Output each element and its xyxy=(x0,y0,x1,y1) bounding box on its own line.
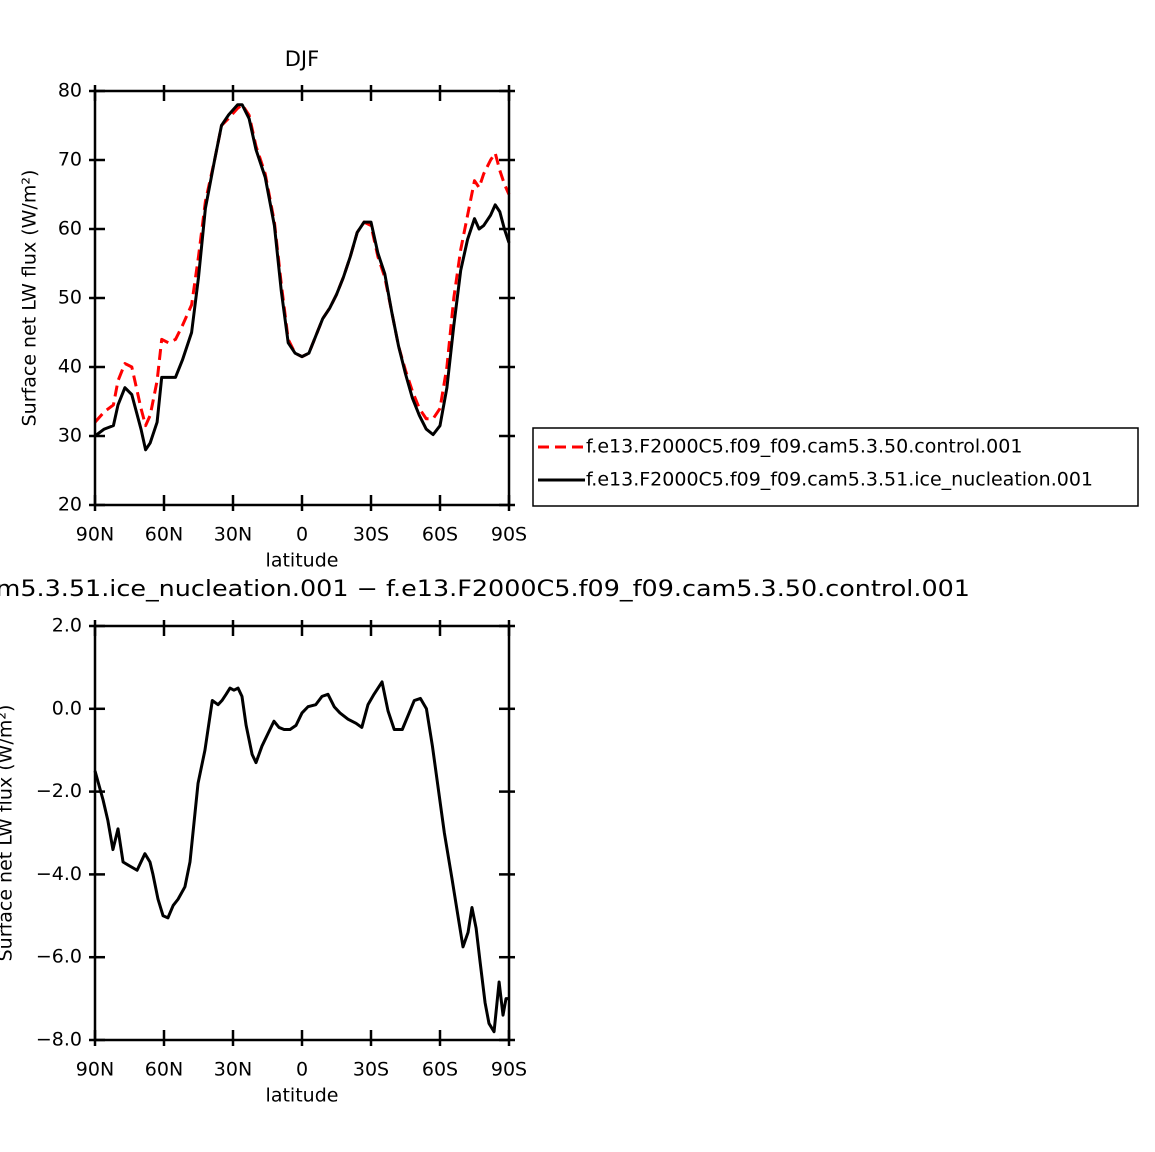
y-tick-label: 60 xyxy=(58,218,82,240)
x-axis-label: latitude xyxy=(266,550,339,572)
y-tick-label: 80 xyxy=(58,80,82,102)
x-tick-label: 30N xyxy=(214,1059,252,1081)
y-tick-label: 0.0 xyxy=(52,697,82,719)
x-tick-label: 30S xyxy=(353,524,389,546)
y-tick-label: −2.0 xyxy=(36,780,82,802)
y-axis-label: Surface net LW flux (W/m²) xyxy=(19,170,41,427)
data-line xyxy=(93,680,509,1034)
y-tick-label: 20 xyxy=(58,494,82,516)
plot-frame xyxy=(93,89,511,507)
x-tick-label: 90S xyxy=(491,524,527,546)
y-tick-label: −4.0 xyxy=(36,863,82,885)
legend-frame xyxy=(532,427,1139,507)
x-tick-label: 60N xyxy=(145,1059,183,1081)
x-tick-label: 0 xyxy=(296,1059,308,1081)
x-tick-label: 60N xyxy=(145,524,183,546)
x-tick-label: 30S xyxy=(353,1059,389,1081)
y-axis-label: Surface net LW flux (W/m²) xyxy=(0,705,17,962)
x-axis-label: latitude xyxy=(266,1085,339,1107)
x-tick-label: 60S xyxy=(422,524,458,546)
data-line xyxy=(93,103,511,428)
x-tick-label: 90N xyxy=(76,524,114,546)
legend-label: f.e13.F2000C5.f09_f09.cam5.3.50.control.… xyxy=(586,436,1022,458)
y-tick-label: 2.0 xyxy=(52,615,82,637)
chart-title: DJF xyxy=(285,47,319,71)
x-tick-label: 90S xyxy=(491,1059,527,1081)
x-tick-label: 0 xyxy=(296,524,308,546)
chart-title: f.e13.F2000C5.f09_f09.cam5.3.51.ice_nucl… xyxy=(0,577,970,602)
data-line xyxy=(94,103,511,452)
y-tick-label: −8.0 xyxy=(36,1029,82,1051)
plot-frame xyxy=(93,624,511,1042)
y-tick-label: 50 xyxy=(58,287,82,309)
x-tick-label: 90N xyxy=(76,1059,114,1081)
y-tick-label: 40 xyxy=(58,356,82,378)
x-tick-label: 30N xyxy=(214,524,252,546)
y-tick-label: −6.0 xyxy=(36,946,82,968)
y-tick-label: 70 xyxy=(58,149,82,171)
y-tick-label: 30 xyxy=(58,425,82,447)
legend-label: f.e13.F2000C5.f09_f09.cam5.3.51.ice_nucl… xyxy=(586,469,1093,491)
x-tick-label: 60S xyxy=(422,1059,458,1081)
